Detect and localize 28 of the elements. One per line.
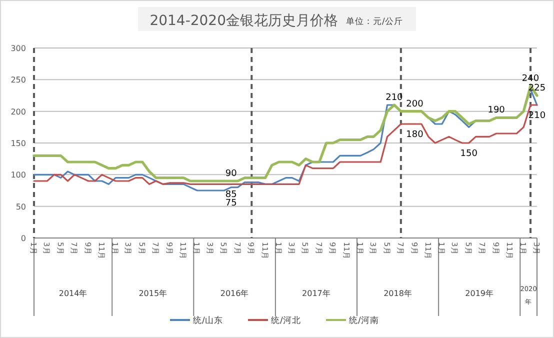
legend-label: 统/河北 <box>271 315 301 326</box>
text: 2014年 <box>58 289 88 298</box>
chart-title: 2014-2020金银花历史月价格 <box>150 13 338 29</box>
annotation: 75 <box>225 198 237 208</box>
annotation: 150 <box>460 149 478 159</box>
annotation: 210 <box>528 111 546 121</box>
annotation: 180 <box>406 130 424 140</box>
chart-subtitle: 单位：元/公斤 <box>346 16 403 27</box>
text: 2015年 <box>138 289 168 298</box>
annotation: 190 <box>488 106 506 116</box>
y-tick-label: 100 <box>10 170 26 180</box>
annotation: 240 <box>522 74 540 84</box>
legend-label: 统/山东 <box>193 315 223 326</box>
annotation: 210 <box>386 93 404 103</box>
annotation: 85 <box>225 190 237 200</box>
annotation: 200 <box>406 99 424 110</box>
text: 2016年 <box>220 289 249 298</box>
y-tick-label: 250 <box>10 76 26 85</box>
y-tick-label: 150 <box>10 139 26 148</box>
text: 2018年 <box>384 289 412 298</box>
legend-label: 统/河南 <box>349 315 379 326</box>
y-tick-label: 0 <box>20 234 26 243</box>
annotation: 90 <box>225 169 238 179</box>
y-tick-label: 300 <box>10 44 26 53</box>
y-tick-label: 200 <box>10 107 26 116</box>
text: 2017年 <box>302 289 330 298</box>
y-tick-label: 50 <box>16 202 26 212</box>
text: 2019年 <box>465 289 494 298</box>
